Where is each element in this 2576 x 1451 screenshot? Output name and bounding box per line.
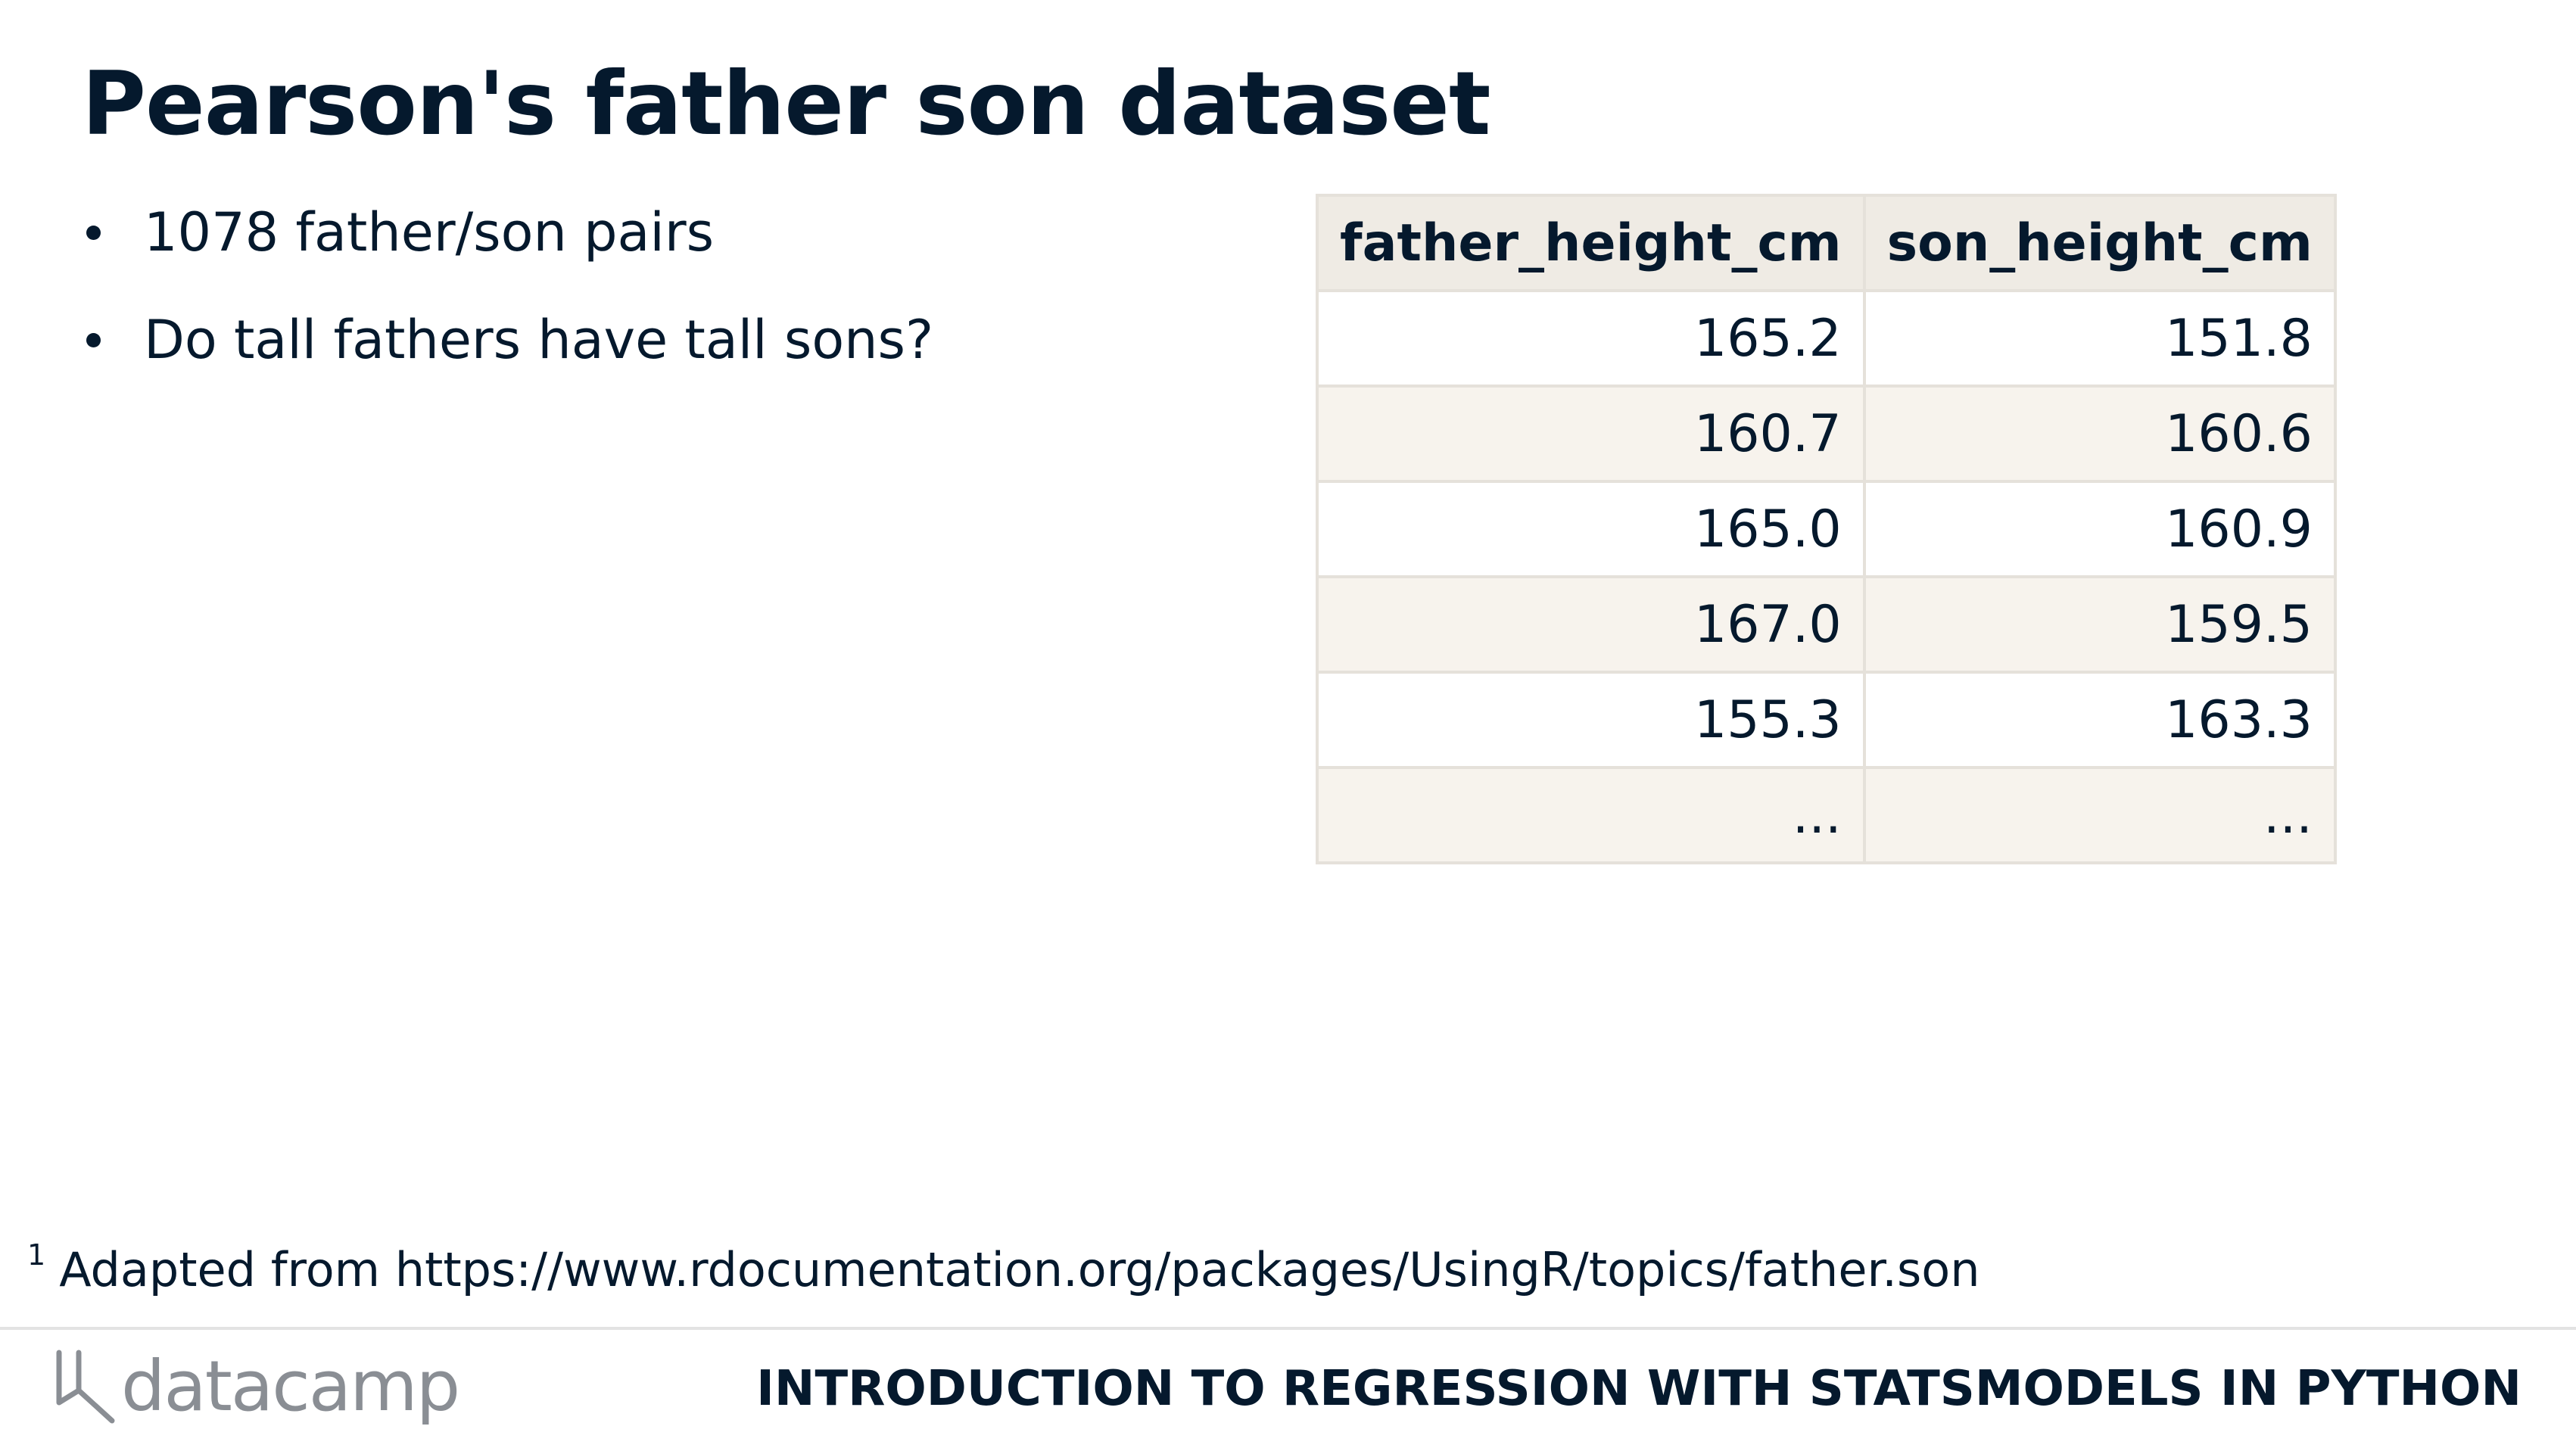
bullet-text: Do tall fathers have tall sons? (144, 309, 934, 371)
footer-divider (0, 1327, 2576, 1330)
table-cell: 165.0 (1316, 480, 1866, 578)
datacamp-logo: datacamp (53, 1346, 460, 1427)
table-row: 167.0 159.5 (1316, 575, 2337, 674)
bullet-item: 1078 father/son pairs (82, 198, 933, 266)
table-cell: 167.0 (1316, 575, 1866, 674)
table-cell: 160.7 (1316, 385, 1866, 483)
datacamp-logo-icon (56, 1350, 115, 1423)
table-cell: 163.3 (1862, 671, 2337, 769)
page-title: Pearson's father son dataset (82, 53, 1490, 155)
table-cell: 160.6 (1862, 385, 2337, 483)
table-row: 160.7 160.6 (1316, 385, 2337, 483)
bullet-icon (86, 226, 101, 240)
table-row: 165.0 160.9 (1316, 480, 2337, 578)
table-cell: 159.5 (1862, 575, 2337, 674)
bullet-icon (86, 333, 101, 347)
bullet-item: Do tall fathers have tall sons? (82, 306, 933, 374)
bullet-text: 1078 father/son pairs (144, 201, 715, 263)
table-cell: 155.3 (1316, 671, 1866, 769)
table-cell: 151.8 (1862, 289, 2337, 388)
data-table: father_height_cm son_height_cm 165.2 151… (1316, 194, 2337, 864)
table-cell: 160.9 (1862, 480, 2337, 578)
course-title: INTRODUCTION TO REGRESSION WITH STATSMOD… (756, 1361, 2521, 1417)
table-cell: 165.2 (1316, 289, 1866, 388)
bullet-list: 1078 father/son pairs Do tall fathers ha… (82, 198, 933, 413)
table-row: ... ... (1316, 766, 2337, 864)
footnote: 1 Adapted from https://www.rdocumentation… (27, 1238, 1980, 1297)
table-header-row: father_height_cm son_height_cm (1316, 194, 2337, 292)
footnote-text: Adapted from https://www.rdocumentation.… (59, 1242, 1980, 1297)
column-header-son-height: son_height_cm (1862, 194, 2337, 292)
table-row: 165.2 151.8 (1316, 289, 2337, 388)
logo-text: datacamp (121, 1346, 460, 1427)
table-cell: ... (1316, 766, 1866, 864)
column-header-father-height: father_height_cm (1316, 194, 1866, 292)
table-cell: ... (1862, 766, 2337, 864)
table-row: 155.3 163.3 (1316, 671, 2337, 769)
footnote-marker: 1 (27, 1238, 46, 1272)
